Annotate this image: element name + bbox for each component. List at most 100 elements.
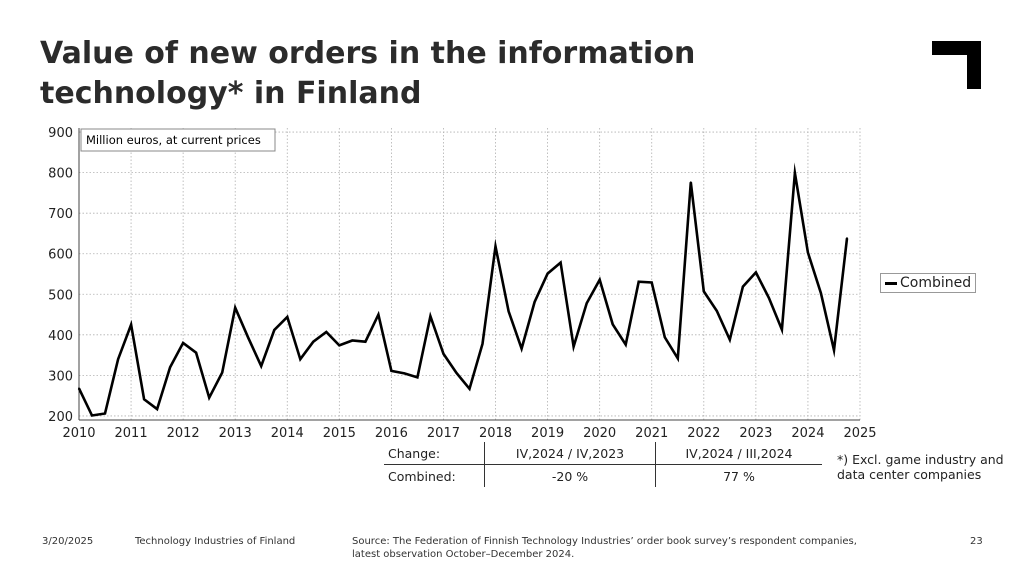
x-tick-label: 2017 xyxy=(427,426,460,441)
change-header-qoq: IV,2024 / III,2024 xyxy=(655,442,822,465)
data-point xyxy=(741,285,744,288)
x-tick-label: 2014 xyxy=(271,426,304,441)
change-qoq-value: 77 % xyxy=(655,464,822,487)
data-point xyxy=(351,339,354,342)
change-table-header: Change: IV,2024 / IV,2023 IV,2024 / III,… xyxy=(384,442,822,465)
series-line-combined xyxy=(77,162,849,417)
data-point xyxy=(793,172,796,175)
data-point xyxy=(169,366,172,369)
data-point xyxy=(780,328,783,331)
data-point xyxy=(559,261,562,264)
data-point xyxy=(403,372,406,375)
series-group xyxy=(77,162,849,417)
x-tick-label: 2011 xyxy=(115,426,148,441)
y-tick-label: 300 xyxy=(48,369,73,384)
data-point xyxy=(715,309,718,312)
y-tick-label: 600 xyxy=(48,248,73,263)
data-point xyxy=(338,344,341,347)
x-tick-label: 2016 xyxy=(375,426,408,441)
data-point xyxy=(481,342,484,345)
footer-date: 3/20/2025 xyxy=(42,536,94,547)
data-point xyxy=(195,351,198,354)
y-tick-labels: 200 300 400 500 600 700 800 900 xyxy=(48,126,73,425)
data-point xyxy=(390,369,393,372)
x-tick-label: 2013 xyxy=(219,426,252,441)
x-tick-labels: 2010 2011 2012 2013 2014 2015 2016 2017 2018 2019… xyxy=(62,426,876,441)
data-point xyxy=(598,278,601,281)
data-point xyxy=(494,245,497,248)
data-point xyxy=(572,345,575,348)
data-point xyxy=(754,271,757,274)
data-point xyxy=(364,340,367,343)
data-point xyxy=(455,371,458,374)
data-point xyxy=(234,306,237,309)
unit-label: Million euros, at current prices xyxy=(86,133,261,147)
data-point xyxy=(650,281,653,284)
data-point xyxy=(117,358,120,361)
change-header-yoy: IV,2024 / IV,2023 xyxy=(484,442,656,465)
data-point xyxy=(416,376,419,379)
data-point xyxy=(585,302,588,305)
x-tick-label: 2010 xyxy=(62,426,95,441)
data-point xyxy=(663,336,666,339)
data-point xyxy=(130,323,133,326)
data-point xyxy=(91,414,94,417)
legend-label-combined: Combined xyxy=(900,275,972,291)
data-point xyxy=(260,365,263,368)
x-tick-label: 2025 xyxy=(843,426,876,441)
x-tick-label: 2018 xyxy=(479,426,512,441)
footer-source-line-1: Source: The Federation of Finnish Techno… xyxy=(352,536,857,547)
change-row-label: Combined: xyxy=(388,468,456,484)
chart-axes xyxy=(78,128,860,421)
data-point xyxy=(325,330,328,333)
data-point xyxy=(845,237,848,240)
data-point xyxy=(689,181,692,184)
data-point xyxy=(273,328,276,331)
y-tick-label: 900 xyxy=(48,126,73,141)
change-header-label: Change: xyxy=(384,442,485,465)
unit-label-box: Million euros, at current prices xyxy=(80,128,276,152)
x-tick-label: 2020 xyxy=(583,426,616,441)
y-tick-label: 200 xyxy=(48,410,73,425)
data-point xyxy=(377,313,380,316)
data-point xyxy=(468,387,471,390)
footer-page-number: 23 xyxy=(970,536,983,547)
data-point xyxy=(767,296,770,299)
data-point xyxy=(143,398,146,401)
data-point xyxy=(832,349,835,352)
x-tick-label: 2015 xyxy=(323,426,356,441)
chart-grid xyxy=(78,128,861,420)
footer-source-line-2: latest observation October–December 2024… xyxy=(352,549,575,560)
change-table-row: Combined: -20 % 77 % xyxy=(384,464,822,487)
data-point xyxy=(156,408,159,411)
data-point xyxy=(533,300,536,303)
x-tick-label: 2024 xyxy=(791,426,824,441)
data-point xyxy=(546,272,549,275)
data-point xyxy=(611,323,614,326)
data-point xyxy=(507,310,510,313)
page-title: Value of new orders in the information t… xyxy=(40,34,760,114)
data-point xyxy=(104,412,107,415)
x-tick-label: 2023 xyxy=(739,426,772,441)
data-point xyxy=(702,290,705,293)
x-tick-label: 2022 xyxy=(687,426,720,441)
brand-logo xyxy=(932,41,981,89)
data-point xyxy=(312,340,315,343)
x-tick-label: 2021 xyxy=(635,426,668,441)
data-point xyxy=(637,280,640,283)
y-tick-label: 700 xyxy=(48,207,73,222)
legend-swatch-combined xyxy=(885,281,897,285)
data-point xyxy=(78,387,80,390)
y-tick-label: 400 xyxy=(48,329,73,344)
y-tick-label: 800 xyxy=(48,167,73,182)
footer-source: Source: The Federation of Finnish Techno… xyxy=(352,535,872,561)
footnote: *) Excl. game industry and data center c… xyxy=(837,452,1004,482)
data-point xyxy=(442,352,445,355)
data-point xyxy=(182,341,185,344)
footer-org: Technology Industries of Finland xyxy=(135,536,296,547)
data-point xyxy=(286,315,289,318)
data-point xyxy=(624,343,627,346)
data-point xyxy=(819,292,822,295)
x-tick-label: 2019 xyxy=(531,426,564,441)
